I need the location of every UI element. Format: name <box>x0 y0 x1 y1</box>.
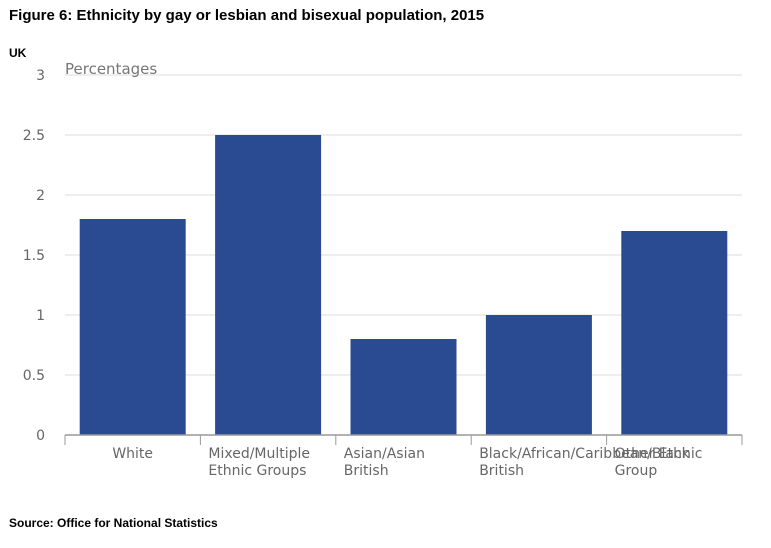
y-tick-label: 0 <box>36 428 45 444</box>
region-label: UK <box>9 46 27 60</box>
y-tick-label: 2.5 <box>23 128 45 144</box>
y-tick-label: 2 <box>36 188 45 204</box>
bar <box>621 231 728 435</box>
source-note: Source: Office for National Statistics <box>9 516 218 530</box>
x-tick-label: White <box>112 446 153 462</box>
bar <box>485 315 592 435</box>
chart-title: Figure 6: Ethnicity by gay or lesbian an… <box>9 7 485 24</box>
x-tick-label: Black/African/Caribbean/Black British <box>479 446 690 479</box>
y-axis-label: Percentages <box>65 60 157 78</box>
bar <box>350 339 457 435</box>
y-tick-label: 1.5 <box>23 248 45 264</box>
y-tick-label: 0.5 <box>23 368 45 384</box>
y-tick-label: 1 <box>36 308 45 324</box>
x-tick-label: Other Ethnic Group <box>615 446 703 479</box>
x-tick-label: Asian/Asian British <box>344 446 425 479</box>
bar <box>215 135 322 435</box>
bar <box>79 219 186 435</box>
y-tick-label: 3 <box>36 68 45 84</box>
x-tick-label: Mixed/Multiple Ethnic Groups <box>208 446 310 479</box>
